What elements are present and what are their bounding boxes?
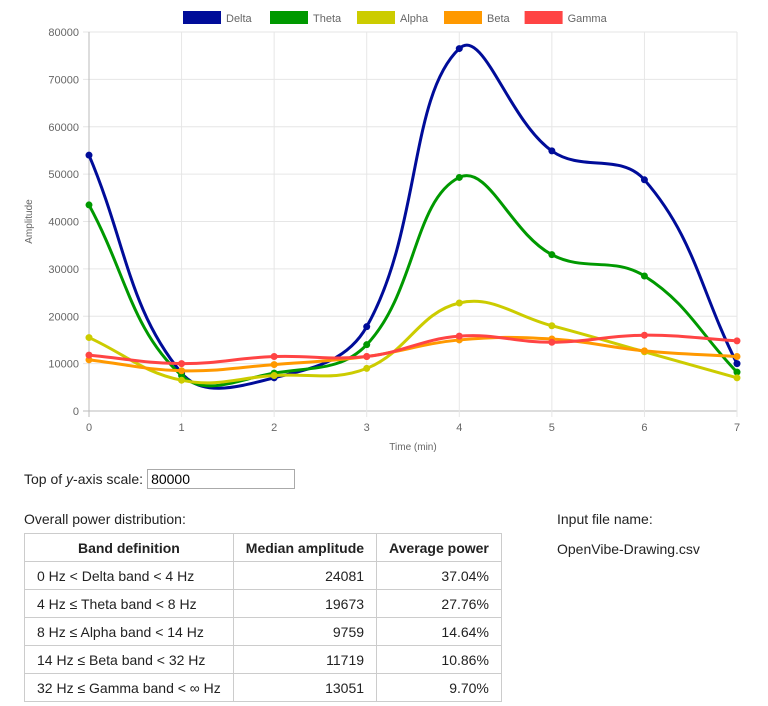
legend-swatch-alpha — [357, 11, 395, 24]
data-point-gamma — [548, 338, 556, 346]
header-power: Average power — [376, 533, 502, 562]
data-point-alpha — [733, 374, 741, 382]
data-point-delta — [363, 323, 371, 331]
x-tick-label: 5 — [549, 422, 555, 434]
y-tick-label: 60000 — [48, 122, 79, 134]
x-axis-title: Time (min) — [389, 442, 436, 453]
x-tick-label: 2 — [271, 422, 277, 434]
legend-label-gamma: Gamma — [568, 13, 608, 25]
header-band: Band definition — [24, 533, 234, 562]
data-point-gamma — [178, 360, 186, 368]
series-line-gamma — [88, 333, 738, 366]
average-power: 27.76% — [376, 589, 502, 618]
series-line-theta — [87, 174, 739, 388]
power-distribution-table: Band definition Median amplitude Average… — [24, 533, 502, 702]
x-tick-label: 3 — [364, 422, 370, 434]
data-point-gamma — [455, 332, 463, 340]
input-file-label: Input file name: — [557, 511, 653, 527]
amplitude-chart: 0 10000 20000 30000 40000 50000 60000 70000 8000… — [24, 11, 741, 453]
data-point-beta — [640, 347, 648, 355]
table-row: 8 Hz ≤ Alpha band < 14 Hz 9759 14.64% — [24, 617, 502, 646]
average-power: 37.04% — [376, 561, 502, 590]
data-point-theta — [363, 341, 371, 349]
x-tick-label: 7 — [734, 422, 740, 434]
y-tick-label: 40000 — [48, 217, 79, 229]
data-point-theta — [640, 272, 648, 280]
data-point-gamma — [363, 353, 371, 361]
legend-label-delta: Delta — [226, 13, 253, 25]
average-power: 9.70% — [376, 673, 502, 702]
distribution-title: Overall power distribution: — [24, 511, 186, 527]
legend-label-beta: Beta — [487, 13, 511, 25]
legend-label-alpha: Alpha — [400, 13, 429, 25]
table-row: 4 Hz ≤ Theta band < 8 Hz 19673 27.76% — [24, 589, 502, 618]
legend-swatch-beta — [444, 11, 482, 24]
data-point-alpha — [455, 299, 463, 307]
legend-swatch-theta — [270, 11, 308, 24]
series-line-beta — [88, 335, 738, 373]
data-point-alpha — [178, 376, 186, 384]
band-definition: 4 Hz ≤ Theta band < 8 Hz — [24, 589, 234, 618]
x-tick-label: 6 — [641, 422, 647, 434]
y-axis-title: Amplitude — [24, 199, 35, 244]
y-tick-label: 10000 — [48, 359, 79, 371]
series-line-alpha — [88, 299, 738, 385]
y-tick-label: 0 — [73, 406, 79, 418]
median-amplitude: 24081 — [232, 561, 378, 590]
data-point-gamma — [640, 331, 648, 339]
band-definition: 14 Hz ≤ Beta band < 32 Hz — [24, 645, 234, 674]
band-definition: 8 Hz ≤ Alpha band < 14 Hz — [24, 617, 234, 646]
legend-swatch-delta — [183, 11, 221, 24]
table-row: 32 Hz ≤ Gamma band < ∞ Hz 13051 9.70% — [24, 673, 502, 702]
y-tick-label: 80000 — [48, 27, 79, 39]
data-point-beta — [178, 367, 186, 375]
header-median: Median amplitude — [232, 533, 378, 562]
band-definition: 32 Hz ≤ Gamma band < ∞ Hz — [24, 673, 234, 702]
median-amplitude: 9759 — [232, 617, 378, 646]
data-point-beta — [733, 353, 741, 361]
y-tick-label: 50000 — [48, 169, 79, 181]
x-tick-label: 1 — [179, 422, 185, 434]
average-power: 14.64% — [376, 617, 502, 646]
x-tick-label: 4 — [456, 422, 462, 434]
table-header-row: Band definition Median amplitude Average… — [24, 533, 502, 562]
median-amplitude: 11719 — [232, 645, 378, 674]
legend-swatch-gamma — [524, 11, 563, 24]
data-point-alpha — [85, 334, 93, 342]
data-point-delta — [640, 176, 648, 184]
data-point-theta — [548, 251, 556, 259]
data-point-delta — [548, 147, 556, 155]
data-point-delta — [733, 360, 741, 368]
y-axis-scale-input[interactable] — [147, 469, 296, 489]
y-tick-label: 70000 — [48, 74, 79, 86]
data-point-gamma — [270, 353, 278, 361]
data-point-beta — [270, 361, 278, 369]
average-power: 10.86% — [376, 645, 502, 674]
data-point-delta — [455, 45, 463, 53]
input-file-name: OpenVibe-Drawing.csv — [557, 541, 700, 557]
legend-label-theta: Theta — [313, 13, 342, 25]
x-tick-label: 0 — [86, 422, 92, 434]
median-amplitude: 19673 — [232, 589, 378, 618]
table-row: 14 Hz ≤ Beta band < 32 Hz 11719 10.86% — [24, 645, 502, 674]
data-point-theta — [85, 201, 93, 209]
data-point-gamma — [733, 337, 741, 345]
data-point-theta — [733, 368, 741, 376]
y-tick-label: 30000 — [48, 264, 79, 276]
median-amplitude: 13051 — [232, 673, 378, 702]
y-tick-label: 20000 — [48, 311, 79, 323]
y-axis-scale-label: Top of y-axis scale: — [24, 471, 144, 487]
band-definition: 0 Hz < Delta band < 4 Hz — [24, 561, 234, 590]
data-point-alpha — [548, 322, 556, 330]
data-point-theta — [455, 173, 463, 181]
data-point-alpha — [270, 371, 278, 379]
y-axis-scale-control: Top of y-axis scale: — [24, 469, 296, 489]
table-row: 0 Hz < Delta band < 4 Hz 24081 37.04% — [24, 561, 502, 590]
data-point-delta — [85, 151, 93, 159]
data-point-gamma — [85, 351, 93, 359]
data-point-alpha — [363, 364, 371, 372]
